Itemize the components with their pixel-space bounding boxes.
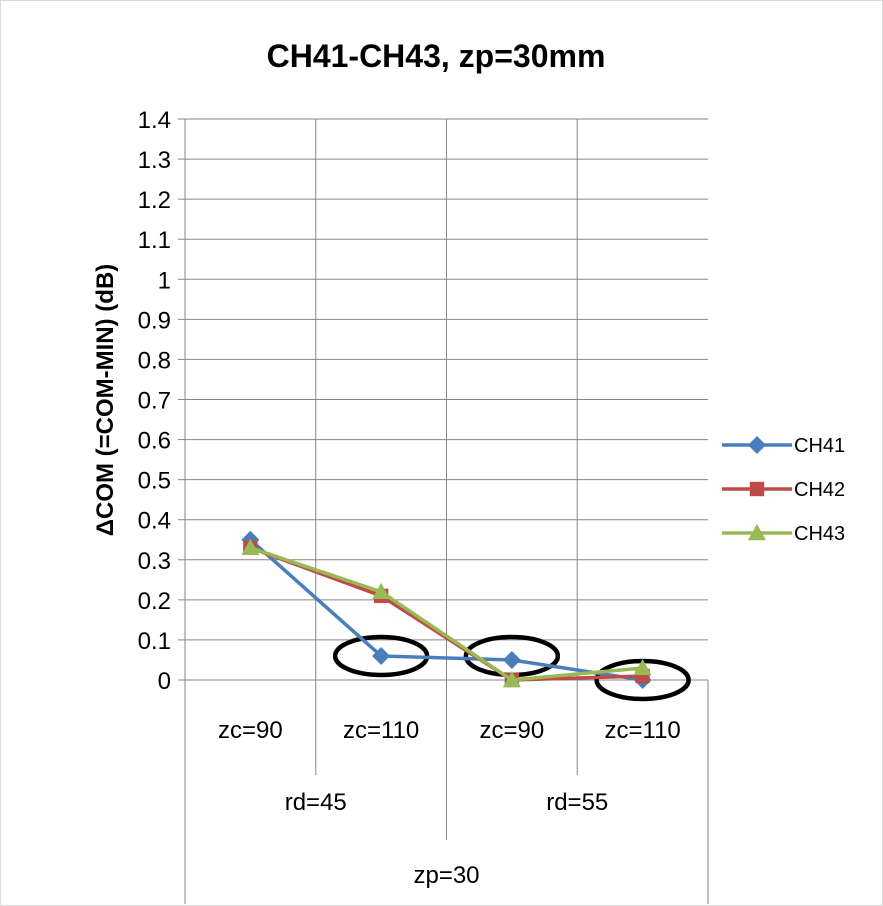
y-tick-label: 0.3 (138, 548, 171, 575)
y-tick-label: 0.4 (138, 508, 171, 535)
data-series (241, 530, 652, 689)
chart-title: CH41-CH43, zp=30mm (267, 38, 606, 74)
y-tick-label: 1.3 (138, 147, 171, 174)
y-tick-label: 1.4 (138, 107, 171, 134)
y-tick-label: 0.5 (138, 468, 171, 495)
legend-item-ch41: CH41 (722, 435, 845, 457)
series-line-ch43 (249, 546, 643, 682)
y-axis-label: ΔCOM (=COM-MIN) (dB) (92, 264, 119, 537)
x-group-label: rd=45 (285, 789, 347, 816)
legend-label: CH41 (794, 435, 845, 457)
legend-label: CH43 (794, 523, 845, 545)
data-point-ch43 (502, 671, 521, 688)
legend-marker (748, 524, 766, 541)
y-tick-label: 0.6 (138, 428, 171, 455)
legend-marker (748, 436, 766, 454)
legend-marker (749, 481, 765, 497)
y-tick-label: 0.7 (138, 388, 171, 415)
y-tick-label: 0.1 (138, 628, 171, 655)
x-group-label: rd=55 (546, 789, 608, 816)
x-category-label: zc=110 (343, 717, 419, 744)
legend-item-ch42: CH42 (722, 479, 845, 501)
y-tick-label: 0.2 (138, 588, 171, 615)
legend-item-ch43: CH43 (722, 523, 845, 545)
x-supergroup-label: zp=30 (413, 862, 479, 889)
data-point-ch43 (241, 538, 260, 555)
axes: 0 0.1 0.2 0.3 0.4 0.5 0.6 0.7 0.8 0.9 1 1.1 1.2 1.3 1.… (138, 107, 709, 904)
y-tick-label: 1 (158, 267, 171, 294)
y-tick-label: 0.8 (138, 347, 171, 374)
x-category-label: zc=90 (480, 717, 545, 744)
series-ch43 (241, 538, 652, 688)
legend: CH41 CH42 CH43 (722, 435, 845, 545)
data-point-ch41 (372, 646, 391, 665)
x-category-label: zc=90 (218, 717, 283, 744)
legend-label: CH42 (794, 479, 845, 501)
data-point-ch43 (372, 582, 391, 600)
data-point-ch43 (633, 658, 652, 676)
x-category-label: zc=110 (604, 717, 680, 744)
data-point-ch41 (502, 650, 521, 669)
y-tick-label: 1.1 (138, 227, 171, 254)
y-tick-label: 0.9 (138, 307, 171, 334)
grid-lines (185, 118, 708, 680)
series-line-ch41 (249, 538, 643, 682)
y-tick-label: 1.2 (138, 187, 171, 214)
y-tick-label: 0 (158, 668, 171, 695)
